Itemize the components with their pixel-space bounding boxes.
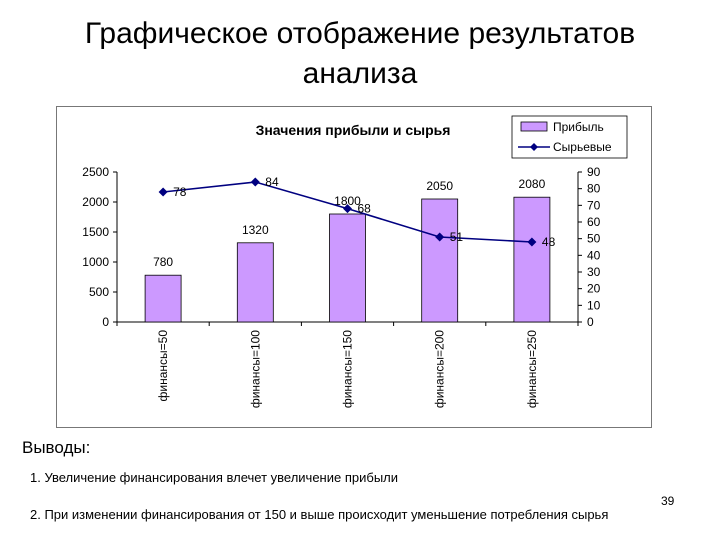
bar-2 bbox=[236, 242, 274, 323]
bar-5 bbox=[513, 196, 551, 323]
y-right-tick-label: 90 bbox=[587, 165, 601, 179]
x-category-label: финансы=200 bbox=[433, 330, 447, 408]
x-category-label: финансы=100 bbox=[248, 330, 262, 408]
slide-number: 39 bbox=[661, 494, 675, 508]
line-value-label: 68 bbox=[358, 202, 372, 216]
bar-3 bbox=[329, 213, 366, 323]
y-right-tick-label: 20 bbox=[587, 282, 601, 296]
y-left-tick-label: 500 bbox=[89, 285, 109, 299]
bar-4 bbox=[421, 198, 459, 323]
slide-title: Графическое отображение результатов анал… bbox=[0, 14, 720, 94]
bar-value-label: 2080 bbox=[519, 177, 546, 191]
x-category-label: финансы=50 bbox=[156, 330, 170, 402]
line-value-label: 51 bbox=[450, 230, 464, 244]
y-right-tick-label: 70 bbox=[587, 198, 601, 212]
y-right-tick-label: 10 bbox=[587, 298, 601, 312]
legend-line-label: Сырьевые bbox=[553, 140, 612, 154]
line-point-1 bbox=[158, 187, 168, 197]
y-left-tick-label: 0 bbox=[102, 315, 109, 329]
line-value-label: 48 bbox=[542, 235, 556, 249]
x-category-label: финансы=150 bbox=[341, 330, 355, 408]
bar-value-label: 780 bbox=[153, 255, 173, 269]
y-left-tick-label: 1500 bbox=[82, 225, 109, 239]
line-value-label: 84 bbox=[265, 175, 279, 189]
conclusion-1: 1. Увеличение финансирования влечет увел… bbox=[30, 470, 399, 485]
legend-bar-label: Прибыль bbox=[553, 120, 604, 134]
conclusions-heading: Выводы: bbox=[22, 438, 91, 457]
y-right-tick-label: 80 bbox=[587, 182, 601, 196]
line-point-5 bbox=[527, 237, 537, 247]
line-point-4 bbox=[435, 232, 445, 242]
conclusion-2: 2. При изменении финансирования от 150 и… bbox=[30, 507, 609, 522]
legend-bar-swatch bbox=[520, 121, 548, 132]
bar-value-label: 1320 bbox=[242, 223, 269, 237]
bar-value-label: 2050 bbox=[426, 179, 453, 193]
y-left-tick-label: 1000 bbox=[82, 255, 109, 269]
y-left-tick-label: 2000 bbox=[82, 195, 109, 209]
line-point-2 bbox=[250, 177, 260, 187]
x-category-label: финансы=250 bbox=[525, 330, 539, 408]
chart-title: Значения прибыли и сырья bbox=[256, 122, 451, 138]
y-left-tick-label: 2500 bbox=[82, 165, 109, 179]
y-right-tick-label: 40 bbox=[587, 248, 601, 262]
slide-title-line-1: Графическое отображение результатов bbox=[84, 17, 636, 50]
bar-1 bbox=[144, 274, 182, 323]
y-right-tick-label: 60 bbox=[587, 215, 601, 229]
line-value-label: 78 bbox=[173, 185, 187, 199]
bar-value-label: 1800 bbox=[334, 194, 361, 208]
y-right-tick-label: 50 bbox=[587, 232, 601, 246]
line-point-3 bbox=[343, 204, 352, 214]
legend-line-marker bbox=[530, 143, 538, 151]
slide-title-line-2: анализа bbox=[302, 57, 418, 90]
y-right-tick-label: 0 bbox=[587, 315, 594, 329]
y-right-tick-label: 30 bbox=[587, 265, 601, 279]
